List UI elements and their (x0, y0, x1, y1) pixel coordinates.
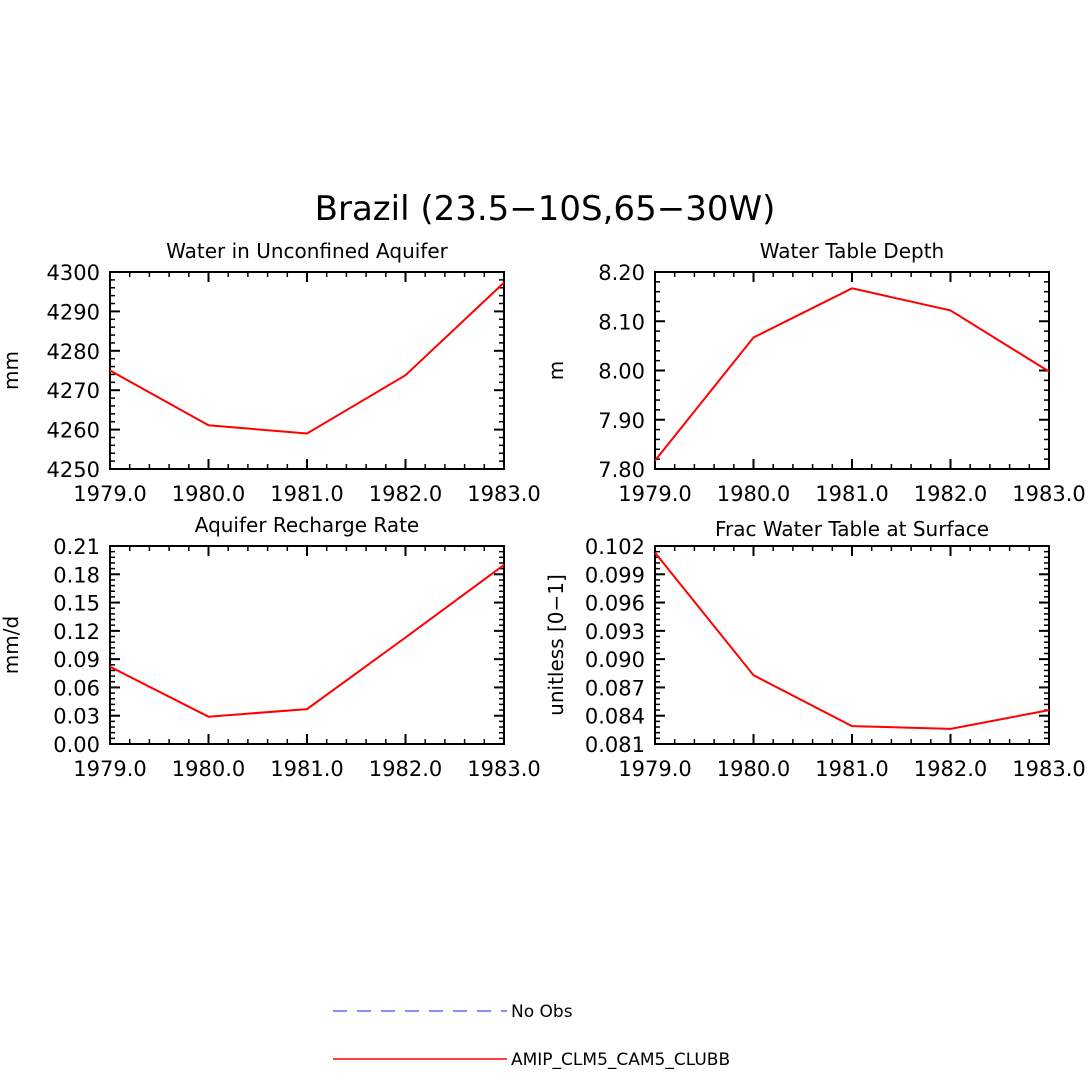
legend-label-2: AMIP_CLM5_CAM5_CLUBB (511, 1050, 730, 1070)
legend: No Obs AMIP_CLM5_CAM5_CLUBB (333, 1002, 730, 1070)
x-tick-label: 1980.0 (172, 482, 245, 506)
series-line-1 (654, 551, 1050, 730)
y-axis-label: unitless [0−1] (544, 574, 568, 716)
y-tick-label: 0.096 (585, 592, 645, 616)
x-tick-label: 1980.0 (172, 757, 245, 781)
y-tick-label: 8.10 (598, 310, 645, 334)
y-tick-label: 0.03 (53, 705, 100, 729)
x-tick-label: 1982.0 (369, 757, 442, 781)
y-tick-label: 8.20 (598, 261, 645, 285)
y-tick-label: 4300 (47, 261, 100, 285)
y-tick-label: 0.21 (53, 535, 100, 559)
x-tick-label: 1983.0 (467, 482, 540, 506)
y-tick-label: 4270 (47, 379, 100, 403)
x-tick-label: 1979.0 (618, 757, 691, 781)
series-line-1 (109, 564, 505, 718)
chart-panel-4: Frac Water Table at Surface 1979.0 1980.0 1… (544, 517, 1086, 781)
plot-frame (654, 545, 1050, 745)
series-line-1 (109, 281, 505, 435)
y-tick-label: 0.090 (585, 648, 645, 672)
y-tick-label: 4260 (47, 419, 100, 443)
y-tick-label: 0.102 (585, 535, 645, 559)
y-tick-label: 0.06 (53, 676, 100, 700)
plot-frame (109, 271, 505, 470)
y-tick-label: 8.00 (598, 360, 645, 384)
plot-frame (109, 545, 505, 745)
y-axis-label: mm (0, 351, 23, 390)
y-tick-label: 0.12 (53, 620, 100, 644)
figure-title: Brazil (23.5−10S,65−30W) (315, 189, 776, 229)
x-tick-label: 1982.0 (369, 482, 442, 506)
y-tick-label: 4280 (47, 340, 100, 364)
panels-group: Water in Unconfined Aquifer 1979.0 1980.0 1… (0, 239, 1086, 781)
chart-panel-3: Aquifer Recharge Rate 1979.0 1980.0 1981.0 1… (0, 513, 541, 781)
y-tick-label: 4290 (47, 300, 100, 324)
x-tick-label: 1979.0 (618, 482, 691, 506)
y-tick-label: 0.084 (585, 705, 645, 729)
panel-title: Frac Water Table at Surface (715, 517, 989, 541)
y-tick-label: 0.087 (585, 676, 645, 700)
x-tick-label: 1982.0 (914, 757, 987, 781)
chart-panel-1: Water in Unconfined Aquifer 1979.0 1980.0 1… (0, 239, 541, 506)
x-tick-label: 1983.0 (467, 757, 540, 781)
y-tick-label: 0.18 (53, 563, 100, 587)
y-tick-label: 0.09 (53, 648, 100, 672)
x-tick-label: 1979.0 (73, 757, 146, 781)
series-line-1 (654, 287, 1050, 462)
y-tick-label: 0.15 (53, 592, 100, 616)
y-tick-label: 4250 (47, 458, 100, 482)
legend-label-1: No Obs (511, 1002, 573, 1022)
y-tick-label: 0.081 (585, 733, 645, 757)
x-tick-label: 1980.0 (717, 757, 790, 781)
y-tick-label: 0.00 (53, 733, 100, 757)
y-tick-label: 7.90 (598, 409, 645, 433)
x-tick-label: 1981.0 (270, 757, 343, 781)
y-tick-label: 0.099 (585, 563, 645, 587)
x-tick-label: 1983.0 (1012, 757, 1085, 781)
x-tick-label: 1980.0 (717, 482, 790, 506)
panel-title: Water Table Depth (760, 239, 944, 263)
x-tick-label: 1982.0 (914, 482, 987, 506)
y-tick-label: 7.80 (598, 458, 645, 482)
x-tick-label: 1981.0 (270, 482, 343, 506)
x-tick-label: 1981.0 (815, 482, 888, 506)
x-tick-label: 1983.0 (1012, 482, 1085, 506)
plot-frame (654, 271, 1050, 470)
x-tick-label: 1981.0 (815, 757, 888, 781)
panel-title: Aquifer Recharge Rate (195, 513, 420, 537)
y-axis-label: m (544, 361, 568, 380)
x-tick-label: 1979.0 (73, 482, 146, 506)
chart-panel-2: Water Table Depth 1979.0 1980.0 1981.0 1982.… (544, 239, 1086, 506)
y-axis-label: mm/d (0, 616, 23, 674)
panel-title: Water in Unconfined Aquifer (166, 239, 449, 263)
y-tick-label: 0.093 (585, 620, 645, 644)
